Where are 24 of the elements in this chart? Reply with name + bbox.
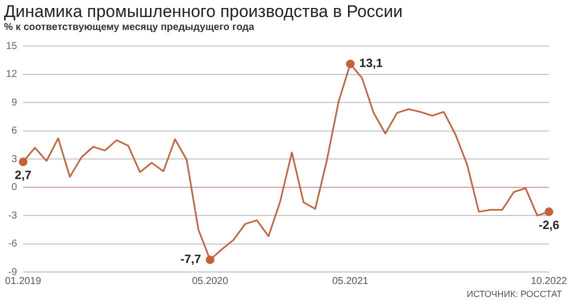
x-tick-label: 10.2022 [530,276,568,287]
y-tick-label: 15 [6,40,18,52]
x-tick-label: 05.2020 [192,276,229,287]
x-tick-label: 05.2021 [332,276,369,287]
y-tick-label: 6 [12,126,18,136]
point [346,60,355,68]
y-tick-label: -9 [8,266,18,278]
text: ИСТОЧНИК: РОССТАТ [466,289,562,299]
y-tick-label: -6 [8,238,18,250]
y-tick-label: 9 [12,97,18,108]
y-tick-label: 0 [12,182,18,193]
y-tick-label: 3 [12,154,18,165]
x-tick-label: 01.2019 [5,276,42,287]
point [18,158,28,166]
data-label: -2,6 [538,218,560,232]
data-label: 13,1 [359,56,383,70]
data-label: 2,7 [14,168,32,182]
data-label: -7,7 [180,252,202,266]
y-tick-label: -3 [8,210,18,222]
y-tick-label: 12 [6,69,18,80]
point [544,207,554,216]
chart-title: Динамика промышленного производства в России [4,2,403,22]
point [206,255,214,264]
chart-subtitle: % к соответствующему месяцу предыдущего года [4,22,254,33]
